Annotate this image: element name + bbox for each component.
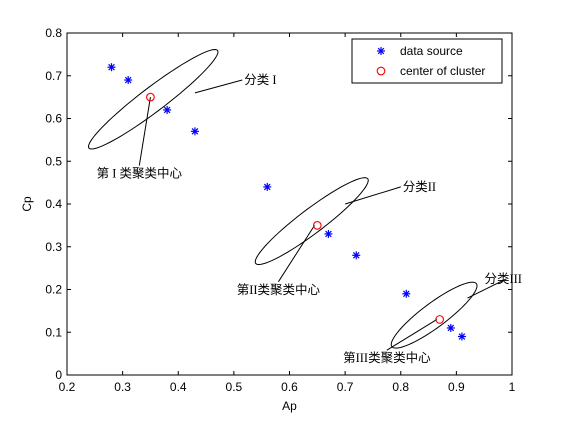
data-source-point <box>446 323 455 332</box>
x-tick-label: 0.5 <box>226 380 243 394</box>
data-source-point <box>457 332 466 341</box>
x-axis-label: Ap <box>282 399 297 413</box>
y-tick-label: 0.6 <box>45 112 62 126</box>
data-source-point <box>402 289 411 298</box>
annotation-leader-line <box>194 79 243 94</box>
annotation-label: 第III类聚类中心 <box>343 350 431 365</box>
data-source-point <box>190 127 199 136</box>
x-tick-label: 0.6 <box>281 380 298 394</box>
annotation-leader-line <box>344 186 401 205</box>
cluster-center-point <box>146 92 155 102</box>
legend-marker-center <box>376 66 386 76</box>
y-tick-label: 0.2 <box>45 283 62 297</box>
legend: data source center of cluster <box>351 38 503 84</box>
legend-label: center of cluster <box>400 64 485 78</box>
y-tick-label: 0.3 <box>45 240 62 254</box>
annotation-leader-line <box>138 97 151 166</box>
cluster-center-point <box>435 315 445 324</box>
y-tick-label: 0.4 <box>45 197 62 211</box>
annotation-leader-line <box>277 225 315 283</box>
cluster-center-point <box>312 221 322 230</box>
annotation-leader-line <box>467 278 507 299</box>
x-tick-label: 0.9 <box>448 380 465 394</box>
annotation-label: 分类III <box>484 272 522 286</box>
data-source-point <box>124 76 133 85</box>
data-source-point <box>107 63 116 72</box>
annotation-label: 分类II <box>403 180 436 194</box>
y-tick-label: 0.5 <box>45 154 62 168</box>
data-source-point <box>352 251 361 260</box>
y-tick-label: 0.7 <box>45 69 62 83</box>
x-tick-label: 0.7 <box>337 380 354 394</box>
cluster-ellipse <box>87 49 219 150</box>
plot-area <box>67 33 512 375</box>
annotation-label: 第 I 类聚类中心 <box>97 166 183 181</box>
x-tick-label: 0.2 <box>59 380 76 394</box>
x-tick-label: 0.8 <box>392 380 409 394</box>
cluster-ellipse <box>254 177 369 266</box>
y-tick-label: 0.8 <box>45 26 62 40</box>
x-tick-label: 1 <box>509 380 516 394</box>
annotation-label: 第II类聚类中心 <box>237 282 321 297</box>
legend-box <box>351 38 503 84</box>
data-source-point <box>324 229 333 238</box>
annotation-leader-line <box>386 318 438 351</box>
x-tick-label: 0.3 <box>114 380 131 394</box>
legend-label: data source <box>400 44 463 58</box>
data-source-point <box>263 182 272 191</box>
annotation-label: 分类 I <box>244 73 276 87</box>
x-tick-label: 0.4 <box>170 380 187 394</box>
y-tick-label: 0.1 <box>45 325 62 339</box>
y-axis-label: Cp <box>20 196 34 212</box>
data-source-point <box>163 105 172 114</box>
legend-marker-data-source <box>377 47 385 55</box>
y-tick-label: 0 <box>55 368 62 382</box>
